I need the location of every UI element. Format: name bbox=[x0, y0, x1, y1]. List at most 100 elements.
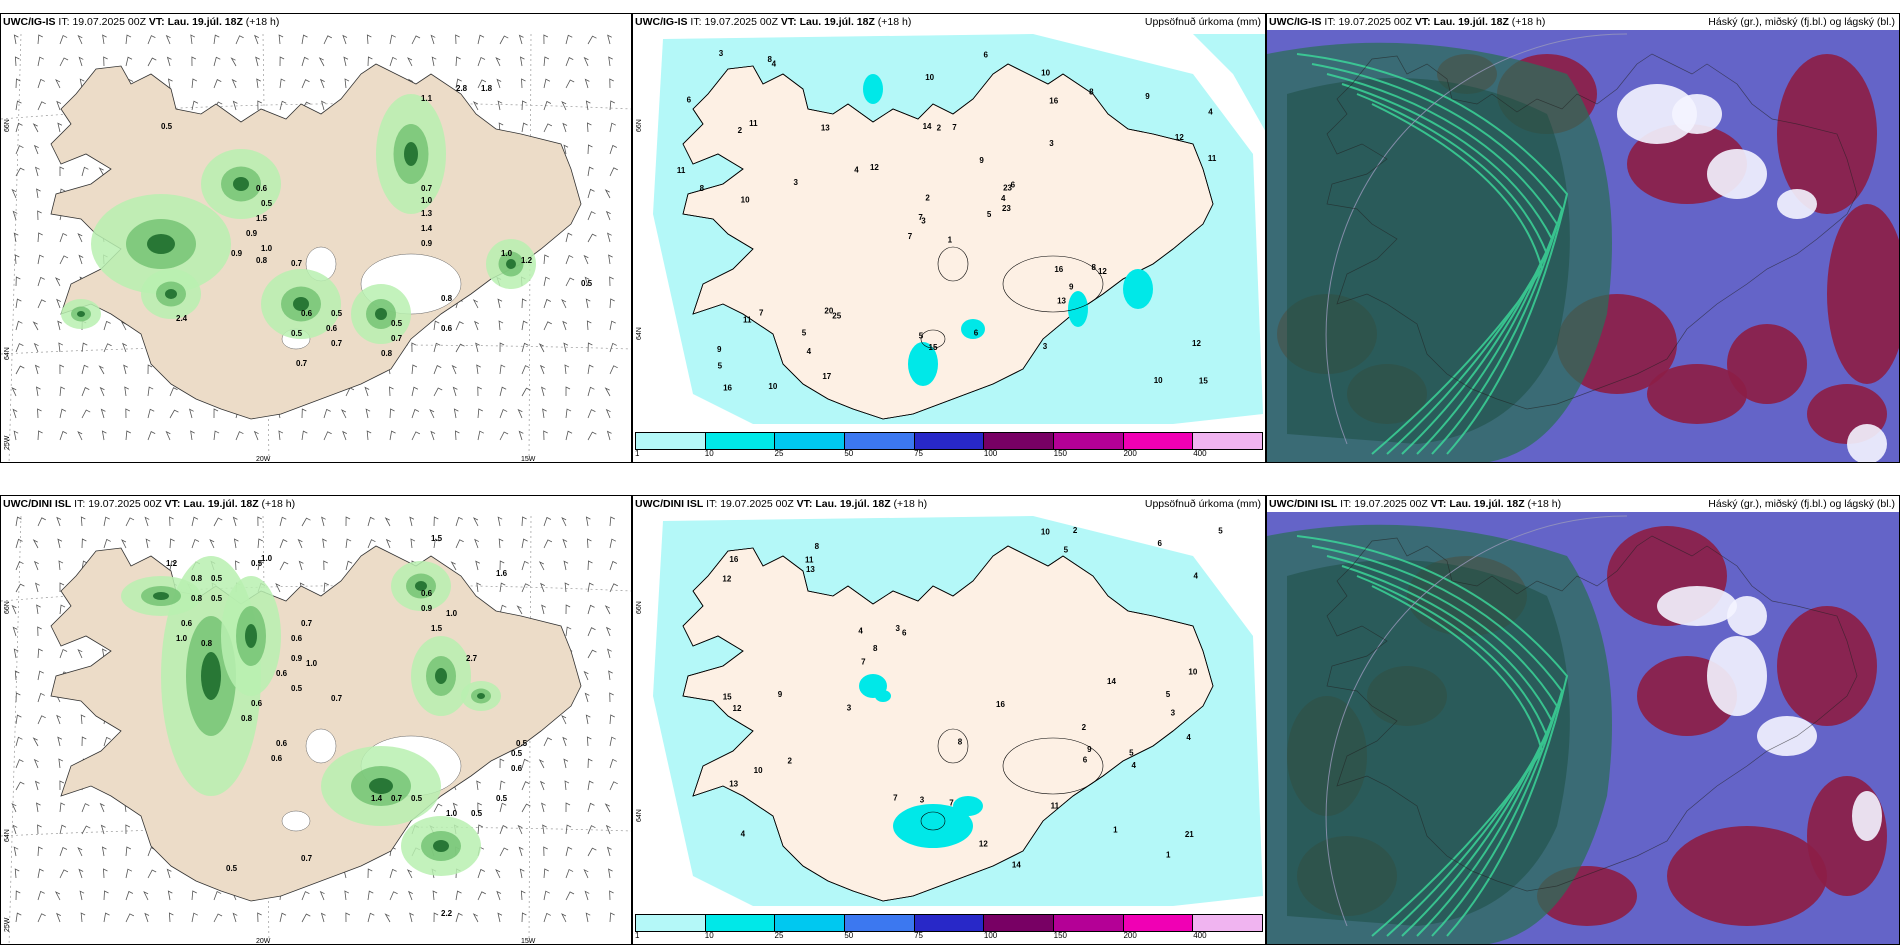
precip-value-label: 17 bbox=[822, 372, 831, 381]
wind-value-label: 1.2 bbox=[521, 256, 533, 265]
precip-value-label: 16 bbox=[729, 555, 738, 564]
legend-swatch bbox=[1123, 433, 1194, 449]
precip-value-label: 6 bbox=[687, 95, 692, 104]
precip-legend: 1 10 25 50 75 100 150 200 400 bbox=[633, 432, 1265, 460]
precip-value-label: 6 bbox=[1157, 539, 1162, 548]
precip-value-label: 12 bbox=[1192, 339, 1201, 348]
precip-value-label: 9 bbox=[778, 690, 783, 699]
precip-value-label: 3 bbox=[921, 217, 926, 226]
wind-value-label: 0.7 bbox=[301, 854, 313, 863]
wind-value-label: 0.5 bbox=[211, 574, 223, 583]
legend-label: 400 bbox=[1193, 931, 1207, 940]
precip-value-label: 4 bbox=[741, 830, 746, 839]
precip-value-label: 1 bbox=[1113, 825, 1118, 834]
legend-label: 25 bbox=[774, 449, 784, 458]
precip-shading bbox=[121, 556, 501, 876]
wind-value-label: 1.0 bbox=[261, 244, 273, 253]
cloud-panel-top: UWC/IG-IS IT: 19.07.2025 00Z VT: Lau. 19… bbox=[1266, 13, 1900, 463]
precip-value-label: 3 bbox=[1043, 342, 1048, 351]
precip-value-label: 4 bbox=[854, 165, 859, 174]
legend-label: 150 bbox=[1053, 449, 1068, 458]
lon-label: 20W bbox=[256, 938, 271, 945]
legend-swatch bbox=[984, 433, 1055, 449]
wind-value-label: 0.7 bbox=[291, 259, 303, 268]
precip-value-label: 12 bbox=[870, 163, 879, 172]
wind-panel-top: UWC/IG-IS IT: 19.07.2025 00Z VT: Lau. 19… bbox=[0, 13, 632, 463]
precip-value-label: 13 bbox=[806, 565, 815, 574]
precip-value-label: 2 bbox=[925, 194, 930, 203]
precip-value-label: 10 bbox=[1188, 668, 1197, 677]
legend-label: 75 bbox=[914, 931, 924, 940]
wind-value-label: 0.5 bbox=[331, 309, 343, 318]
wind-value-label: 0.5 bbox=[391, 319, 403, 328]
precip-value-label: 10 bbox=[741, 195, 750, 204]
precip-value-label: 8 bbox=[767, 55, 772, 64]
precip-map: 2348611354141215162171081632567410119121… bbox=[636, 516, 1263, 906]
panel-header: UWC/DINI ISL IT: 19.07.2025 00Z VT: Lau.… bbox=[635, 498, 1261, 510]
precip-value-label: 12 bbox=[1098, 267, 1107, 276]
precip-value-label: 16 bbox=[723, 384, 732, 393]
precip-value-label: 15 bbox=[929, 343, 938, 352]
precip-value-label: 4 bbox=[1131, 761, 1136, 770]
legend-swatch bbox=[845, 915, 915, 931]
lat-label: 64N bbox=[4, 829, 11, 842]
precip-value-label: 11 bbox=[749, 119, 758, 128]
precip-value-label: 8 bbox=[815, 542, 820, 551]
wind-value-labels: 0.50.60.51.50.91.00.80.90.70.60.50.50.60… bbox=[161, 84, 593, 368]
precip-value-label: 3 bbox=[920, 795, 925, 804]
precip-value-label: 12 bbox=[1175, 133, 1184, 142]
precip-value-label: 3 bbox=[719, 49, 724, 58]
precip-value-label: 10 bbox=[925, 73, 934, 82]
panel-header: UWC/DINI ISL IT: 19.07.2025 00Z VT: Lau.… bbox=[3, 498, 296, 510]
wind-value-label: 1.3 bbox=[421, 209, 433, 218]
precip-value-label: 12 bbox=[733, 704, 742, 713]
wind-value-label: 1.0 bbox=[306, 659, 318, 668]
wind-value-label: 0.5 bbox=[291, 684, 303, 693]
lat-label: 66N bbox=[636, 119, 643, 132]
wind-value-label: 0.9 bbox=[246, 229, 258, 238]
legend-label: 25 bbox=[774, 931, 784, 940]
legend-swatch bbox=[914, 915, 985, 931]
precip-value-label: 11 bbox=[677, 166, 686, 175]
precip-panel-bottom: UWC/DINI ISL IT: 19.07.2025 00Z VT: Lau.… bbox=[632, 495, 1266, 945]
precip-value-label: 2 bbox=[1073, 526, 1078, 535]
wind-value-label: 0.5 bbox=[511, 749, 523, 758]
legend-swatch bbox=[636, 915, 706, 931]
legend-swatch bbox=[775, 915, 846, 931]
wind-map: 0.50.60.51.50.91.00.80.90.70.60.50.50.60… bbox=[1, 33, 631, 462]
precip-value-label: 7 bbox=[861, 658, 866, 667]
wind-value-label: 1.1 bbox=[421, 94, 433, 103]
precip-field bbox=[653, 34, 1265, 424]
legend-label: 50 bbox=[844, 931, 854, 940]
wind-value-label: 1.6 bbox=[496, 569, 508, 578]
wind-value-label: 0.6 bbox=[276, 739, 288, 748]
legend-swatch bbox=[914, 433, 985, 449]
wind-value-label: 1.4 bbox=[371, 794, 383, 803]
precip-value-label: 14 bbox=[923, 122, 932, 131]
wind-value-label: 0.5 bbox=[496, 794, 508, 803]
legend-swatch bbox=[705, 915, 776, 931]
panel-header: UWC/IG-IS IT: 19.07.2025 00Z VT: Lau. 19… bbox=[1267, 14, 1899, 30]
wind-value-label: 0.5 bbox=[291, 329, 303, 338]
legend-label: 200 bbox=[1123, 449, 1137, 458]
precip-value-label: 6 bbox=[974, 329, 979, 338]
precip-value-label: 4 bbox=[807, 347, 812, 356]
wind-value-label: 0.5 bbox=[251, 559, 263, 568]
precip-value-label: 6 bbox=[902, 628, 907, 637]
precip-value-label: 11 bbox=[1051, 802, 1060, 811]
precip-value-label: 8 bbox=[1089, 87, 1094, 96]
legend-swatch bbox=[1123, 915, 1194, 931]
wind-map: 1.20.8 0.50.8 0.50.51.00.61.00.80.70.60.90… bbox=[1, 515, 631, 945]
precip-value-label: 6 bbox=[1011, 181, 1016, 190]
legend-swatch bbox=[775, 433, 846, 449]
wind-value-label: 0.6 bbox=[511, 764, 523, 773]
precip-value-label: 16 bbox=[1054, 265, 1063, 274]
wind-value-label: 0.7 bbox=[391, 794, 403, 803]
legend-swatch bbox=[1193, 915, 1263, 931]
precip-value-label: 2 bbox=[738, 126, 743, 135]
precip-value-label: 3 bbox=[847, 703, 852, 712]
precip-value-label: 1 bbox=[948, 235, 953, 244]
precip-value-label: 9 bbox=[1069, 283, 1074, 292]
wind-value-label: 0.5 bbox=[226, 864, 238, 873]
wind-value-label: 2.4 bbox=[176, 314, 188, 323]
